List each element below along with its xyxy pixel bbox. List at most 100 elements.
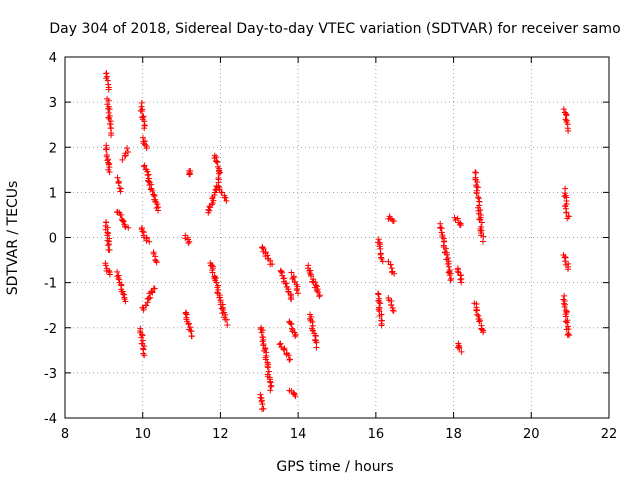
data-point [564,215,571,222]
data-point [445,269,452,276]
y-axis-ticks: -4 -3 -2 -1 0 1 2 3 4 [44,51,609,427]
y-tick-label: 0 [49,232,57,247]
data-point [473,190,480,197]
data-point [379,258,386,265]
data-point [390,308,397,315]
data-point [106,120,113,127]
data-point [118,211,125,218]
x-tick-label: 20 [523,427,540,442]
data-point [564,331,571,338]
data-point [106,241,113,248]
data-point [120,290,127,297]
data-point [437,224,444,231]
data-point [122,223,129,230]
data-point [208,262,215,269]
data-point [292,393,299,400]
data-point [154,201,161,208]
data-point [309,278,316,285]
data-point [377,251,384,258]
data-point [312,279,319,286]
x-tick-label: 16 [368,427,385,442]
data-point [139,337,146,344]
data-point [478,219,485,226]
data-point [374,290,381,297]
data-point [310,327,317,334]
data-point [145,178,152,185]
data-point [377,300,384,307]
data-point [216,294,223,301]
data-point [141,125,148,132]
y-tick-label: 2 [49,141,57,156]
data-point [313,344,320,351]
data-point [316,292,323,299]
data-point [146,238,153,245]
y-axis-label: SDTVAR / TECUs [5,181,21,296]
x-tick-label: 12 [212,427,229,442]
data-point [560,296,567,303]
data-point [375,236,382,243]
data-point [387,261,394,268]
data-point [102,262,109,269]
data-point [215,170,222,177]
data-point [145,295,152,302]
data-point [209,269,216,276]
grid-lines [65,57,609,418]
y-tick-label: -4 [44,412,57,427]
data-point [141,342,148,349]
data-point [389,307,396,314]
data-point [121,152,128,159]
x-tick-label: 10 [134,427,151,442]
data-point [182,310,189,317]
data-point [475,194,482,201]
data-point [125,148,132,155]
data-point [564,323,571,330]
data-point [295,290,302,297]
data-point [106,106,113,113]
data-point [561,303,568,310]
data-point [211,155,218,162]
data-point [476,317,483,324]
data-point [290,274,297,281]
data-point [149,187,156,194]
data-point [215,174,222,181]
data-point [313,287,320,294]
data-point [121,223,128,230]
data-point [287,320,294,327]
data-point [293,287,300,294]
data-point [120,218,127,225]
data-point [114,174,121,181]
data-point [153,259,160,266]
data-point [560,106,567,113]
data-point [306,270,313,277]
data-point [285,352,292,359]
data-point [103,73,110,80]
y-tick-label: -3 [44,367,57,382]
data-point [286,356,293,363]
data-point [264,364,271,371]
data-point [117,188,124,195]
data-point [107,125,114,132]
data-point [140,140,147,147]
data-point [385,297,392,304]
data-point [103,146,110,153]
data-point [147,294,154,301]
data-point [267,383,274,390]
data-point [565,127,572,134]
data-point [444,261,451,268]
data-point [258,329,265,336]
data-point [561,300,568,307]
data-point [288,296,295,303]
data-point [288,325,295,332]
data-point [281,347,288,354]
x-tick-label: 22 [601,427,618,442]
data-point [456,345,463,352]
x-tick-label: 18 [445,427,462,442]
y-tick-label: -2 [44,322,57,337]
data-point [378,255,385,262]
data-point [457,276,464,283]
data-point [287,356,294,363]
data-point [182,235,189,242]
data-point [474,184,481,191]
data-point [474,179,481,186]
data-point [144,172,151,179]
